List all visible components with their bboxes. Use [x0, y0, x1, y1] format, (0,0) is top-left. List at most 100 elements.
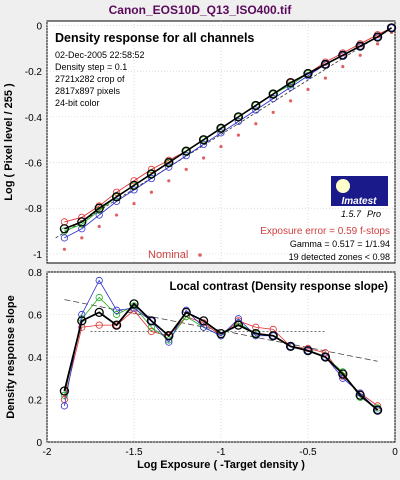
bottom-point-luminance — [320, 352, 331, 362]
top-point-blue — [356, 42, 364, 50]
top-y-ticks: -1 -0.8 -0.6 -0.4 -0.2 0 — [25, 22, 43, 261]
top-y-tick-label: 0 — [36, 22, 42, 33]
bottom-y-tick-label: 0.6 — [28, 311, 42, 322]
bottom-point-luminance — [77, 316, 87, 326]
top-point-luminance — [303, 68, 313, 79]
bottom-point-blue — [113, 306, 121, 314]
top-point-red — [78, 213, 86, 221]
bottom-x-tick-label: 0 — [392, 447, 398, 458]
top-fit-line — [55, 27, 392, 239]
nominal-point — [341, 65, 345, 69]
nominal-point — [80, 236, 84, 240]
top-point-green — [147, 170, 155, 178]
nominal-point — [306, 87, 310, 92]
nominal-point — [376, 42, 380, 46]
top-point-luminance — [164, 157, 174, 168]
bottom-point-blue — [78, 310, 86, 319]
top-point-luminance — [129, 180, 139, 191]
bottom-point-luminance — [164, 331, 174, 341]
top-point-blue — [269, 95, 277, 103]
imatest-edition: Pro — [367, 209, 381, 219]
top-info-line: Density step = 0.1 — [55, 62, 127, 72]
top-point-blue — [182, 152, 190, 160]
top-y-tick-label: -1 — [33, 250, 42, 261]
nominal-label: Nominal — [148, 249, 188, 261]
imatest-logo-band — [331, 195, 388, 206]
nominal-point — [202, 156, 206, 160]
bottom-point-red — [321, 349, 329, 357]
imatest-logo: Imatest 1.5.7 Pro — [331, 176, 388, 219]
top-point-blue — [252, 106, 260, 114]
top-point-blue — [339, 51, 347, 59]
top-point-green — [113, 193, 121, 201]
nominal-point — [62, 247, 66, 251]
nominal-legend: Nominal — [148, 249, 202, 261]
bottom-point-blue — [147, 317, 155, 325]
bottom-point-blue — [234, 315, 242, 323]
bottom-trend-line — [64, 299, 378, 362]
bottom-y-tick-label: 0 — [36, 438, 42, 449]
nominal-legend-marker — [198, 253, 202, 257]
bottom-point-blue — [60, 402, 69, 410]
bottom-x-tick-label: -1.5 — [125, 447, 143, 458]
nominal-point — [115, 213, 119, 217]
bottom-point-green — [95, 293, 103, 302]
top-point-blue — [286, 83, 295, 91]
bottom-point-red — [95, 321, 103, 329]
bottom-point-blue — [200, 323, 208, 331]
bottom-y-tick-label: 0.4 — [28, 353, 42, 364]
bottom-x-tick-label: -2 — [43, 447, 52, 458]
gamma-text: Gamma = 0.517 = 1/1.94 — [290, 239, 390, 249]
top-point-blue — [200, 140, 208, 148]
nominal-point — [219, 144, 223, 149]
bottom-point-blue — [165, 338, 173, 346]
nominal-point — [271, 110, 275, 114]
top-info-line: 02-Dec-2005 22:58:52 — [55, 50, 145, 60]
top-point-blue — [234, 117, 242, 126]
bottom-y-tick-label: 0.8 — [28, 268, 42, 279]
bottom-point-green — [113, 310, 121, 319]
bottom-point-blue — [321, 353, 329, 361]
top-point-red — [113, 188, 121, 196]
bottom-point-luminance — [181, 307, 191, 318]
top-point-green — [269, 90, 277, 98]
bottom-point-luminance — [146, 316, 157, 326]
nominal-point — [358, 53, 362, 57]
top-point-blue — [147, 174, 155, 183]
bottom-point-red — [234, 317, 242, 325]
bottom-point-luminance — [303, 345, 313, 356]
top-point-green — [252, 101, 260, 110]
top-point-blue — [165, 163, 173, 171]
nominal-point — [132, 202, 136, 206]
bottom-plot-title: Local contrast (Density response slope) — [169, 281, 388, 293]
top-point-blue — [60, 234, 69, 242]
top-point-green — [165, 158, 173, 167]
bottom-point-luminance — [59, 386, 70, 396]
top-series-line-luminance — [64, 27, 392, 230]
top-point-green — [234, 113, 242, 121]
bottom-point-red — [113, 321, 121, 329]
top-point-luminance — [146, 169, 157, 179]
bottom-y-ticks: 0 0.2 0.4 0.6 0.8 — [28, 268, 42, 449]
top-y-tick-label: -0.2 — [25, 67, 43, 78]
exposure-error-text: Exposure error = 0.59 f-stops — [260, 226, 390, 237]
top-point-blue — [387, 24, 396, 32]
top-y-axis-label: Log ( Pixel level / 255 ) — [3, 83, 15, 201]
bottom-point-luminance — [111, 320, 122, 330]
bottom-y-tick-label: 0.2 — [28, 396, 42, 407]
nominal-point — [254, 122, 258, 126]
bottom-y-axis-label: Density response slope — [5, 295, 17, 419]
bottom-x-tick-label: -0.5 — [299, 447, 317, 458]
top-info-text: 02-Dec-2005 22:58:52 Density step = 0.1 27… — [55, 50, 145, 108]
top-point-luminance — [181, 146, 191, 156]
top-point-luminance — [355, 41, 365, 51]
top-point-luminance — [216, 123, 226, 133]
top-point-blue — [373, 33, 382, 41]
top-point-green — [217, 124, 225, 132]
top-point-blue — [113, 197, 121, 205]
bottom-point-luminance — [285, 341, 296, 352]
top-point-luminance — [386, 23, 397, 33]
imatest-logo-sun-icon — [336, 179, 350, 193]
top-y-tick-label: -0.8 — [25, 204, 43, 215]
